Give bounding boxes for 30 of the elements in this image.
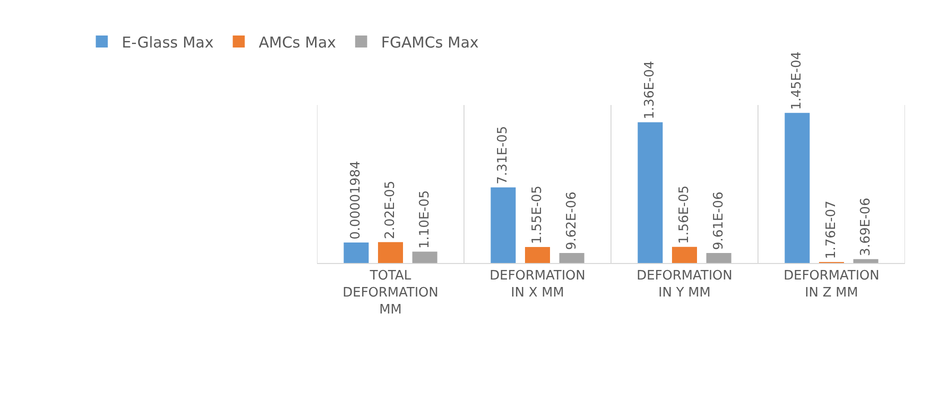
bar [412, 252, 438, 263]
x-tick-label: DEFORMATION IN X MM [490, 268, 586, 300]
data-label: 9.62E-06 [564, 192, 580, 250]
legend-label: FGAMCs Max [381, 33, 479, 52]
x-tick-label: DEFORMATION IN Z MM [784, 268, 880, 300]
data-label: 9.61E-06 [711, 192, 726, 250]
legend-label: AMCs Max [258, 33, 336, 52]
data-label: 1.36E-04 [642, 60, 658, 120]
bar [525, 246, 550, 263]
data-label: 1.55E-05 [530, 186, 546, 244]
x-tick-label: DEFORMATION IN Y MM [636, 268, 732, 300]
bar [378, 242, 403, 263]
data-label: 1.10E-05 [417, 190, 432, 249]
bar [559, 253, 584, 263]
data-label: 1.45E-04 [790, 51, 805, 110]
data-label: 1.56E-05 [677, 185, 692, 244]
bar [638, 122, 663, 263]
data-label: 2.02E-05 [383, 180, 398, 240]
data-label: 1.76E-07 [824, 200, 840, 259]
bar [706, 253, 732, 263]
bar [344, 242, 369, 263]
bar [490, 187, 516, 263]
bar [672, 246, 697, 263]
data-label: 3.69E-06 [858, 198, 874, 256]
data-label: 0.00001984 [348, 160, 364, 240]
data-label: 7.31E-05 [496, 126, 511, 184]
bar [853, 259, 878, 263]
bar [784, 112, 810, 263]
x-tick-label: TOTAL DEFORMATION MM [342, 268, 438, 318]
legend-label: E-Glass Max [122, 33, 214, 52]
